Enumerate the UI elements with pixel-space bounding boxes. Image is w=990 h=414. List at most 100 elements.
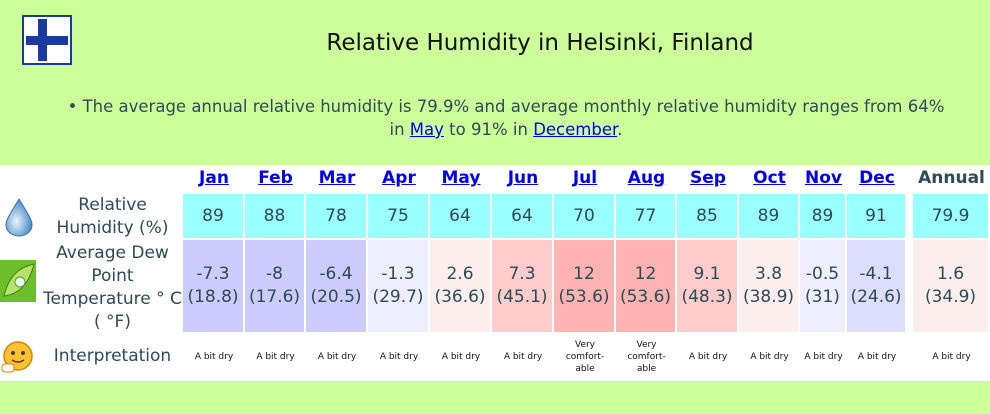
summary-text: • The average annual relative humidity i… [67,97,945,139]
dew-c-value: 9.1 [693,264,721,284]
interp-text: A bit dry [750,352,789,362]
dew-c-value: -4.1 [859,264,893,284]
dew-cell-jan: -7.3 (18.8) [183,240,245,332]
dew-cell-jul: 12 (53.6) [554,240,616,332]
dew-f-value: (20.5) [310,287,362,307]
dew-cell-aug: 12 (53.6) [616,240,677,332]
interp-cell-may: A bit dry [430,333,492,381]
dew-cell-oct: 3.8 (38.9) [739,240,800,332]
interp-cell-jan: A bit dry [183,333,245,381]
rh-cell-nov: 89 [800,194,847,238]
rh-cell-feb: 88 [245,194,306,238]
rh-cell-may: 64 [430,194,492,238]
leaf-dew-icon [0,260,36,302]
dew-cell-dec: -4.1 (24.6) [847,240,907,332]
page-footer-band [0,381,990,414]
interp-cell-oct: A bit dry [739,333,800,381]
dew-f-value: (53.6) [619,287,672,307]
dew-c-value: -7.3 [196,264,230,284]
link-december[interactable]: December [533,120,618,139]
dew-c-value: 2.6 [446,264,474,284]
dew-cell-feb: -8 (17.6) [245,240,306,332]
interp-text: A bit dry [688,352,728,362]
row-label-rh: Relative Humidity (%) [56,195,169,238]
speech-face-icon [1,341,33,373]
dew-f-value: (45.1) [496,287,548,307]
month-link-apr[interactable]: Apr [382,168,416,188]
dew-cell-apr: -1.3 (29.7) [368,240,430,332]
rh-cell-jan: 89 [183,194,245,238]
rh-cell-jun: 64 [492,194,554,238]
interp-cell-dec: A bit dry [847,333,907,381]
month-link-jul[interactable]: Jul [572,168,598,188]
humidity-table: Relative Humidity (%) Average Dew Point … [0,165,990,381]
dew-f-value: (31) [805,287,840,307]
rh-cell-jul: 70 [554,194,616,238]
interp-text: A bit dry [194,352,234,362]
month-link-dec[interactable]: Dec [859,168,895,188]
dew-f-value: (48.3) [681,287,733,307]
page-title: Relative Humidity in Helsinki, Finland [326,30,754,56]
rh-cell-oct: 89 [739,194,800,238]
dew-cell-may: 2.6 (36.6) [430,240,492,332]
dew-c-value: -1.3 [381,264,415,284]
dew-c-value: -0.5 [805,264,840,284]
dew-c-value: 3.8 [754,264,783,284]
rh-cell-aug: 77 [616,194,677,238]
interp-text: A bit dry [503,352,543,362]
interp-text: Very comfort-able [565,340,605,374]
month-link-feb[interactable]: Feb [258,168,293,188]
dew-f-value: (17.6) [248,287,301,307]
interp-text: A bit dry [317,352,357,362]
page-header: Relative Humidity in Helsinki, Finland •… [0,0,990,165]
dew-c-value: -8 [266,264,283,284]
interp-cell-jun: A bit dry [492,333,554,381]
interp-cell-feb: A bit dry [245,333,306,381]
dew-cell-jun: 7.3 (45.1) [492,240,554,332]
dew-f-value: (38.9) [742,287,795,307]
interp-cell-annual: A bit dry [913,333,990,381]
interp-text: A bit dry [857,352,897,362]
dew-f-value: (53.6) [558,287,610,307]
interp-cell-sep: A bit dry [677,333,739,381]
month-link-jun[interactable]: Jun [507,168,539,188]
rh-cell-sep: 85 [677,194,739,238]
month-link-nov[interactable]: Nov [805,168,842,188]
dew-c-value: 12 [634,264,657,284]
row-label-dew: Average Dew Point Temperature ° C ( °F) [43,243,182,332]
finland-flag-icon [22,15,72,65]
dew-c-value: 1.6 [936,264,965,284]
dew-cell-mar: -6.4 (20.5) [306,240,368,332]
rh-cell-apr: 75 [368,194,430,238]
interp-cell-apr: A bit dry [368,333,430,381]
rh-cell-mar: 78 [306,194,368,238]
annual-header: Annual [918,168,985,188]
interp-cell-mar: A bit dry [306,333,368,381]
month-link-mar[interactable]: Mar [318,168,356,188]
interp-text: A bit dry [256,352,295,362]
interp-text: A bit dry [932,352,971,362]
dew-f-value: (34.9) [924,287,977,307]
row-label-interp: Interpretation [53,346,172,366]
dew-f-value: (36.6) [434,287,486,307]
link-may[interactable]: May [409,120,444,139]
month-link-aug[interactable]: Aug [627,168,666,188]
dew-f-value: (18.8) [187,287,239,307]
dew-cell-annual: 1.6 (34.9) [913,240,990,332]
month-link-jan[interactable]: Jan [199,168,229,188]
interp-cell-aug: Very comfort-able [616,333,677,381]
interp-text: A bit dry [441,352,481,362]
dew-c-value: -6.4 [319,264,353,284]
rh-cell-dec: 91 [847,194,907,238]
dew-f-value: (24.6) [850,287,902,307]
month-link-sep[interactable]: Sep [690,168,726,188]
interp-cell-nov: A bit dry [800,333,847,381]
month-link-may[interactable]: May [441,168,481,188]
month-link-oct[interactable]: Oct [753,168,786,188]
water-drop-icon [5,198,33,237]
dew-cell-nov: -0.5 (31) [800,240,847,332]
dew-cell-sep: 9.1 (48.3) [677,240,739,332]
interp-text: Very comfort-able [627,340,666,374]
interp-text: A bit dry [379,352,419,362]
dew-c-value: 7.3 [508,264,536,284]
